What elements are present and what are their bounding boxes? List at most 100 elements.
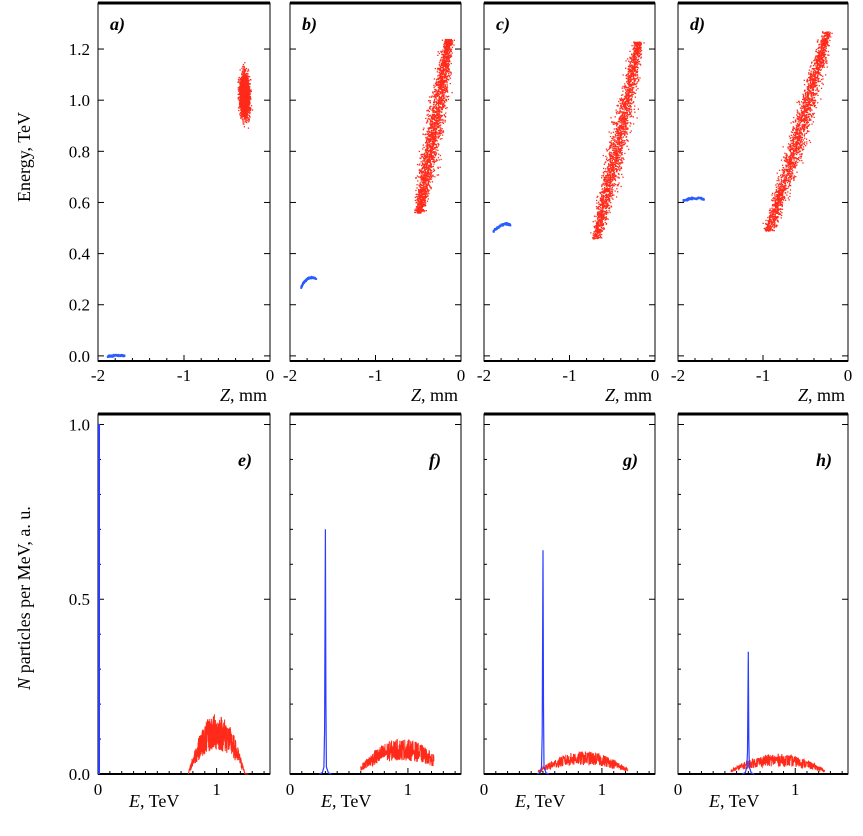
driver-point [423,180,425,183]
driver-point [448,44,450,46]
driver-point [427,156,429,159]
driver-point [249,111,251,114]
driver-point [442,107,445,109]
driver-point [430,127,432,129]
driver-point [248,97,250,100]
driver-point [447,56,449,59]
driver-point [426,144,428,146]
driver-point [241,87,243,89]
driver-point [436,101,438,103]
driver-point [429,153,432,155]
driver-point [447,70,449,72]
driver-point [447,98,450,100]
driver-point [446,43,448,46]
driver-point [249,107,251,109]
driver-point [237,96,240,99]
driver-point [427,191,430,193]
driver-point [436,131,438,134]
driver-point [423,157,425,160]
driver-point [431,108,434,110]
driver-point [427,113,429,116]
driver-point [239,92,241,95]
driver-point [424,172,426,174]
driver-point [446,63,448,65]
driver-point [439,85,442,88]
driver-point [421,156,423,158]
driver-point [438,71,440,74]
driver-point [246,72,248,75]
driver-point [438,96,440,98]
driver-point [448,49,450,51]
driver-point [433,118,435,121]
driver-point [241,113,243,116]
driver-point [245,116,248,119]
driver-point [426,154,428,156]
driver-point [422,181,424,183]
driver-point [243,99,245,101]
driver-point [445,50,447,52]
driver-point [244,94,247,96]
driver-point [238,100,240,102]
driver-point [436,71,438,73]
driver-point [242,65,244,68]
driver-point [434,104,436,106]
driver-point [243,70,246,73]
driver-point [241,94,243,96]
driver-point [245,81,247,83]
driver-point [439,119,441,122]
driver-point [428,127,431,129]
driver-point [447,74,450,77]
driver-point [431,114,434,116]
driver-point [246,102,249,104]
driver-point [430,131,432,133]
driver-point [439,92,442,95]
driver-point [444,97,446,99]
driver-point [241,102,243,105]
driver-point [434,161,436,163]
driver-point [418,190,420,192]
driver-point [425,156,427,158]
driver-point [429,108,431,110]
driver-point [439,134,441,136]
driver-point [435,160,437,162]
driver-point [429,143,432,145]
driver-point [429,145,432,147]
driver-point [617,133,619,135]
driver-point [445,86,447,88]
driver-point [432,156,434,158]
driver-point [240,101,242,104]
driver-point [419,168,421,171]
driver-point [433,78,436,80]
driver-point [439,75,441,78]
driver-point [442,88,444,91]
driver-point [436,146,438,148]
driver-point [437,130,440,132]
driver-point [242,108,244,110]
driver-point [424,177,426,179]
driver-point [438,83,440,85]
driver-point [444,40,447,42]
driver-point [435,96,437,99]
driver-point [438,136,440,138]
driver-point [444,91,447,93]
driver-point [421,200,423,202]
driver-point [429,134,431,136]
driver-point [247,102,249,104]
driver-point [422,129,425,131]
driver-point [418,169,420,171]
driver-point [424,205,426,207]
driver-point [447,66,449,68]
driver-point [439,93,441,96]
driver-point [433,153,436,155]
driver-point [419,206,421,209]
driver-point [618,144,620,146]
driver-point [451,43,453,45]
driver-point [433,143,435,145]
driver-point [437,149,439,151]
driver-point [248,109,250,111]
driver-point [445,39,447,41]
driver-point [433,115,435,117]
driver-point [429,156,431,159]
driver-point [426,188,428,190]
driver-point [434,176,436,178]
